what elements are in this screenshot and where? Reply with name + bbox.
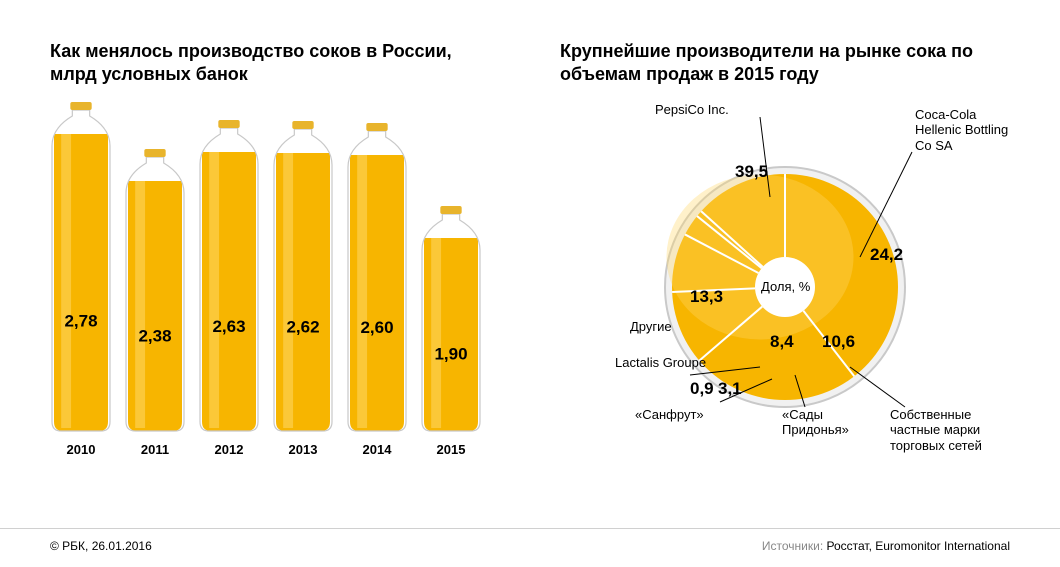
bottle-unit: 2,62 2013 bbox=[272, 121, 334, 457]
juice-production-chart: Как менялось производство соков в России… bbox=[50, 40, 500, 490]
bottle-icon: 2,78 bbox=[50, 102, 112, 432]
slice-value: 10,6 bbox=[822, 332, 855, 352]
slice-value: 13,3 bbox=[690, 287, 723, 307]
slice-name: «Сады Придонья» bbox=[782, 407, 882, 438]
sources: Источники: Росстат, Euromonitor Internat… bbox=[762, 539, 1010, 553]
bottle-icon: 2,60 bbox=[346, 123, 408, 432]
slice-name: Coca-Cola Hellenic Bottling Co SA bbox=[915, 107, 1010, 154]
market-share-chart: Крупнейшие производители на рынке сока п… bbox=[560, 40, 1010, 490]
year-label: 2015 bbox=[437, 442, 466, 457]
year-label: 2012 bbox=[215, 442, 244, 457]
year-label: 2011 bbox=[141, 442, 169, 457]
bottles-row: 2,78 2010 2,38 2011 2,63 2012 2,62 2013 2,60 2014… bbox=[50, 107, 500, 457]
copyright: © РБК, 26.01.2016 bbox=[50, 539, 152, 553]
source-prefix: Источники: bbox=[762, 539, 827, 553]
slice-name: «Санфрут» bbox=[635, 407, 704, 423]
slice-value: 8,4 bbox=[770, 332, 794, 352]
bottle-unit: 2,78 2010 bbox=[50, 102, 112, 457]
bottle-value: 2,63 bbox=[212, 317, 245, 336]
bottle-icon: 2,62 bbox=[272, 121, 334, 432]
slice-name: Собственные частные марки торговых сетей bbox=[890, 407, 990, 454]
year-label: 2014 bbox=[363, 442, 392, 457]
bottle-unit: 2,60 2014 bbox=[346, 123, 408, 457]
bottle-unit: 2,63 2012 bbox=[198, 120, 260, 457]
bottle-value: 1,90 bbox=[434, 344, 467, 363]
bottle-value: 2,38 bbox=[138, 326, 171, 345]
pie-wrap: PepsiCo Inc.39,5Coca-Cola Hellenic Bottl… bbox=[560, 107, 1010, 477]
slice-value: 3,1 bbox=[718, 379, 742, 399]
source-text: Росстат, Euromonitor International bbox=[827, 539, 1011, 553]
bottle-value: 2,60 bbox=[360, 318, 393, 337]
year-label: 2013 bbox=[289, 442, 318, 457]
bottle-unit: 1,90 2015 bbox=[420, 206, 482, 457]
slice-name: Lactalis Groupe bbox=[615, 355, 706, 371]
bottle-icon: 2,38 bbox=[124, 149, 186, 432]
slice-name: PepsiCo Inc. bbox=[655, 102, 729, 118]
center-label: Доля, % bbox=[761, 279, 810, 295]
slice-value: 24,2 bbox=[870, 245, 903, 265]
bottle-value: 2,78 bbox=[64, 311, 97, 330]
footer: © РБК, 26.01.2016 Источники: Росстат, Eu… bbox=[0, 528, 1060, 567]
bottle-icon: 1,90 bbox=[420, 206, 482, 432]
right-title: Крупнейшие производители на рынке сока п… bbox=[560, 40, 1010, 87]
bottle-unit: 2,38 2011 bbox=[124, 149, 186, 457]
bottle-icon: 2,63 bbox=[198, 120, 260, 432]
bottle-value: 2,62 bbox=[286, 317, 319, 336]
year-label: 2010 bbox=[67, 442, 96, 457]
slice-value: 39,5 bbox=[735, 162, 768, 182]
left-title: Как менялось производство соков в России… bbox=[50, 40, 500, 87]
slice-name: Другие bbox=[630, 319, 672, 335]
slice-value: 0,9 bbox=[690, 379, 714, 399]
